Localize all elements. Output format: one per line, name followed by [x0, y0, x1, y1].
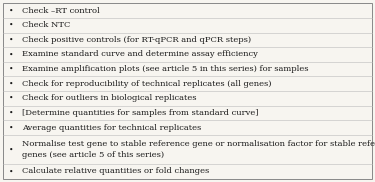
Text: Average quantities for technical replicates: Average quantities for technical replica… — [22, 124, 201, 132]
Text: •: • — [9, 50, 14, 58]
Text: •: • — [9, 109, 14, 117]
Text: •: • — [9, 21, 14, 29]
Text: [Determine quantities for samples from standard curve]: [Determine quantities for samples from s… — [22, 109, 259, 117]
Text: •: • — [9, 124, 14, 132]
Text: Check –RT control: Check –RT control — [22, 7, 100, 15]
Text: •: • — [9, 65, 14, 73]
Text: Check positive controls (for RT-qPCR and qPCR steps): Check positive controls (for RT-qPCR and… — [22, 36, 251, 44]
Text: Examine amplification plots (see article 5 in this series) for samples: Examine amplification plots (see article… — [22, 65, 309, 73]
Text: Check for reproducibility of technical replicates (all genes): Check for reproducibility of technical r… — [22, 80, 272, 88]
Text: •: • — [9, 145, 14, 153]
Text: •: • — [9, 167, 14, 175]
Text: Check for outliers in biological replicates: Check for outliers in biological replica… — [22, 94, 197, 102]
Text: •: • — [9, 36, 14, 44]
Text: •: • — [9, 94, 14, 102]
Text: Examine standard curve and determine assay efficiency: Examine standard curve and determine ass… — [22, 50, 258, 58]
Text: •: • — [9, 7, 14, 15]
Text: •: • — [9, 80, 14, 88]
Text: Normalise test gene to stable reference gene or normalisation factor for stable : Normalise test gene to stable reference … — [22, 141, 375, 159]
Text: Check NTC: Check NTC — [22, 21, 70, 29]
Text: Calculate relative quantities or fold changes: Calculate relative quantities or fold ch… — [22, 167, 210, 175]
